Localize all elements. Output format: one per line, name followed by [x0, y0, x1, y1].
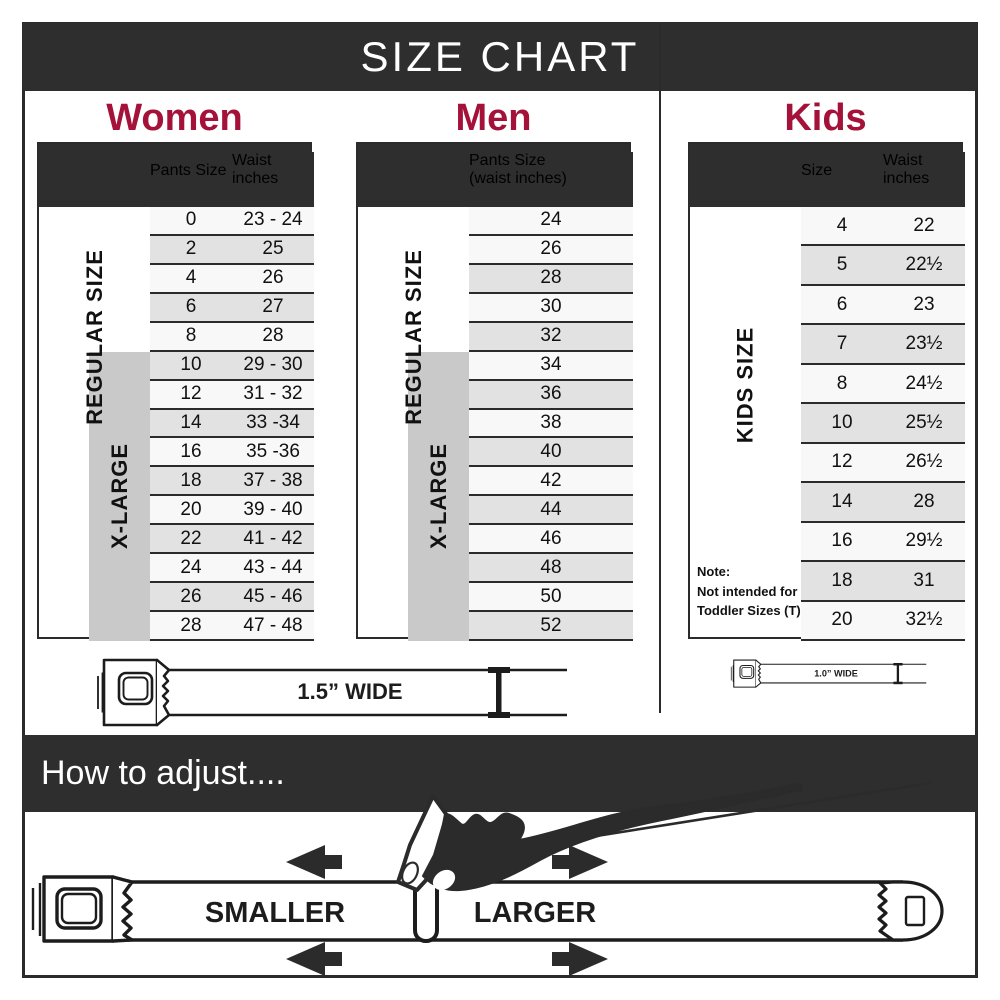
svg-text:1.5” WIDE: 1.5” WIDE [297, 679, 402, 704]
svg-text:1.0” WIDE: 1.0” WIDE [814, 668, 858, 678]
